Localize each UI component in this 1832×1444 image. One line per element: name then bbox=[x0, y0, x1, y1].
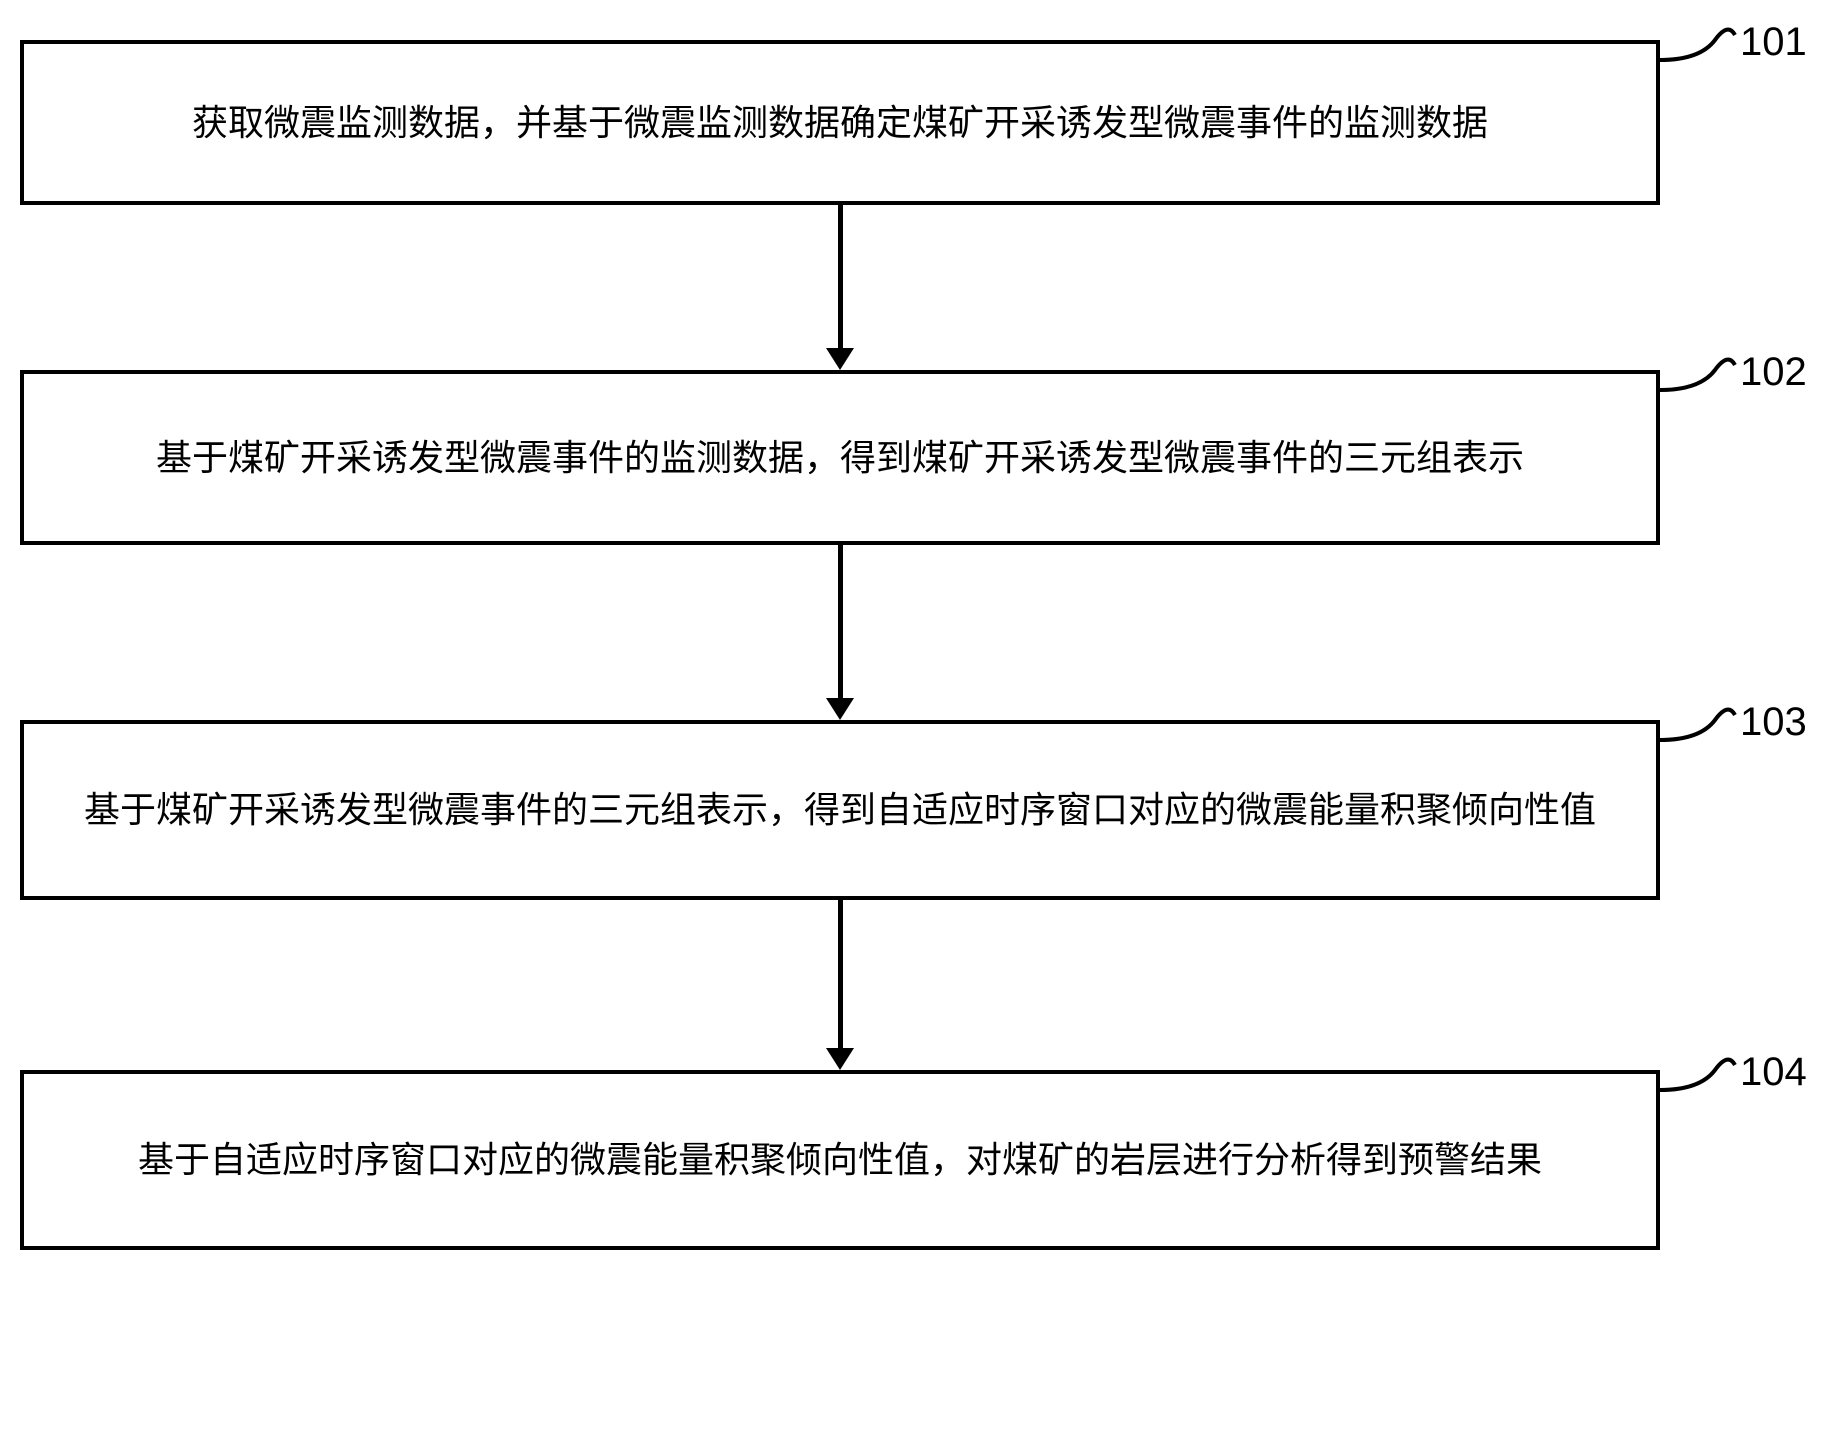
step-label-102: 102 bbox=[1740, 350, 1807, 395]
connector-101-102 bbox=[838, 205, 843, 348]
step-text-104: 基于自适应时序窗口对应的微震能量积聚倾向性值，对煤矿的岩层进行分析得到预警结果 bbox=[138, 1131, 1542, 1189]
label-curve-101 bbox=[1660, 20, 1740, 80]
label-curve-103 bbox=[1660, 700, 1740, 760]
step-label-101: 101 bbox=[1740, 20, 1807, 65]
label-curve-102 bbox=[1660, 350, 1740, 410]
arrow-103-104 bbox=[826, 1048, 854, 1070]
step-text-103: 基于煤矿开采诱发型微震事件的三元组表示，得到自适应时序窗口对应的微震能量积聚倾向… bbox=[84, 781, 1596, 839]
step-box-102: 基于煤矿开采诱发型微震事件的监测数据，得到煤矿开采诱发型微震事件的三元组表示 bbox=[20, 370, 1660, 545]
flowchart-container: 获取微震监测数据，并基于微震监测数据确定煤矿开采诱发型微震事件的监测数据 101… bbox=[0, 0, 1832, 1444]
connector-102-103 bbox=[838, 545, 843, 698]
step-box-101: 获取微震监测数据，并基于微震监测数据确定煤矿开采诱发型微震事件的监测数据 bbox=[20, 40, 1660, 205]
arrow-101-102 bbox=[826, 348, 854, 370]
label-curve-104 bbox=[1660, 1050, 1740, 1110]
step-text-102: 基于煤矿开采诱发型微震事件的监测数据，得到煤矿开采诱发型微震事件的三元组表示 bbox=[156, 429, 1524, 487]
step-box-103: 基于煤矿开采诱发型微震事件的三元组表示，得到自适应时序窗口对应的微震能量积聚倾向… bbox=[20, 720, 1660, 900]
arrow-102-103 bbox=[826, 698, 854, 720]
step-label-103: 103 bbox=[1740, 700, 1807, 745]
step-text-101: 获取微震监测数据，并基于微震监测数据确定煤矿开采诱发型微震事件的监测数据 bbox=[192, 94, 1488, 152]
connector-103-104 bbox=[838, 900, 843, 1048]
step-box-104: 基于自适应时序窗口对应的微震能量积聚倾向性值，对煤矿的岩层进行分析得到预警结果 bbox=[20, 1070, 1660, 1250]
step-label-104: 104 bbox=[1740, 1050, 1807, 1095]
